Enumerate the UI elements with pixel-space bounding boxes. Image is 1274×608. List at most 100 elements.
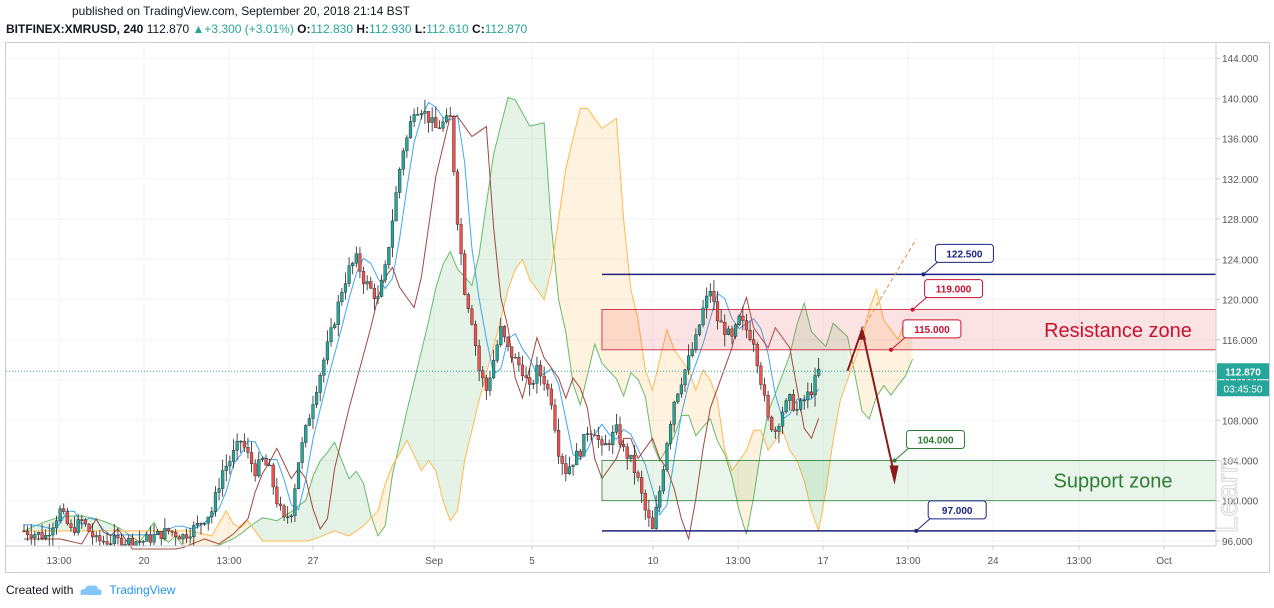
candle-body bbox=[203, 523, 207, 525]
candle-body bbox=[148, 534, 153, 543]
candle-body bbox=[101, 540, 106, 543]
candle-body bbox=[719, 320, 723, 323]
cloud-segment bbox=[464, 276, 472, 461]
level-104-box bbox=[906, 429, 966, 449]
cloud-segment bbox=[269, 519, 277, 541]
symbol-name[interactable]: BITFINEX:XMRUSD, 240 bbox=[6, 22, 144, 36]
candle-body bbox=[177, 536, 181, 540]
candle-body bbox=[585, 433, 590, 435]
candle-body bbox=[282, 505, 286, 518]
level-104-point bbox=[892, 458, 897, 463]
candle-body bbox=[614, 424, 618, 433]
annotations: 122.500 119.000 115.000 104.000 97.000 Resist… bbox=[888, 243, 1192, 533]
candle-body bbox=[809, 391, 814, 396]
price-tick-label: 140.000 bbox=[1222, 94, 1259, 105]
cloud-segment bbox=[197, 532, 205, 546]
close-label: C: bbox=[472, 22, 485, 36]
candle-body bbox=[679, 384, 684, 395]
candle-body bbox=[806, 391, 810, 401]
cloud-segment bbox=[486, 154, 494, 374]
candle-body bbox=[354, 253, 358, 264]
cloud-segment bbox=[666, 329, 675, 449]
candle-body bbox=[506, 336, 510, 347]
cloud-segment bbox=[652, 359, 660, 461]
candle-body bbox=[91, 531, 95, 538]
cloud-segment bbox=[638, 319, 646, 397]
candle-body bbox=[29, 534, 33, 538]
cloud-segment bbox=[522, 112, 530, 280]
cloud-segment bbox=[840, 330, 848, 401]
candle-body bbox=[72, 527, 77, 533]
level-119-point bbox=[910, 307, 915, 312]
candle-body bbox=[98, 535, 102, 542]
time-tick-label: 17 bbox=[817, 556, 829, 567]
cloud-segment bbox=[573, 108, 581, 405]
candle-body bbox=[33, 534, 37, 538]
level-122-box bbox=[934, 243, 994, 263]
candle-body bbox=[213, 492, 218, 512]
candle-body bbox=[701, 307, 705, 326]
time-tick-label: Oct bbox=[1156, 556, 1172, 567]
candle-body bbox=[134, 541, 138, 547]
candle-body bbox=[441, 121, 445, 129]
candle-body bbox=[672, 401, 676, 425]
price-change: ▲+3.300 (+3.01%) bbox=[192, 22, 294, 36]
candle-body bbox=[365, 281, 369, 285]
candle-body bbox=[242, 440, 246, 448]
cloud-segment bbox=[132, 530, 140, 543]
candle-body bbox=[408, 121, 413, 138]
price-tick-label: 132.000 bbox=[1222, 175, 1259, 186]
candle-body bbox=[524, 375, 528, 378]
low-label: L: bbox=[414, 22, 427, 36]
candle-body bbox=[80, 519, 84, 521]
candle-body bbox=[549, 388, 553, 406]
candle-body bbox=[629, 454, 633, 459]
chart-frame[interactable] bbox=[5, 42, 1270, 573]
candle-body bbox=[358, 253, 362, 272]
price-tick-label: 116.000 bbox=[1222, 336, 1258, 347]
cloud-segment bbox=[226, 510, 234, 542]
arrowhead-down bbox=[889, 465, 899, 485]
level-115-leader bbox=[890, 335, 908, 351]
support-zone bbox=[601, 460, 1217, 502]
price-tick-label: 136.000 bbox=[1222, 135, 1259, 146]
cloud-segment bbox=[854, 339, 863, 412]
candle-body bbox=[343, 283, 348, 293]
candle-body bbox=[744, 320, 749, 331]
cloud-segment bbox=[515, 99, 523, 270]
candle-body bbox=[499, 326, 503, 346]
time-tick-label: 27 bbox=[307, 556, 319, 567]
candle-body bbox=[517, 356, 521, 366]
footer: Created with TradingView bbox=[6, 583, 175, 597]
cloud-segment bbox=[825, 323, 834, 491]
candle-body bbox=[228, 461, 232, 467]
cloud-segment bbox=[565, 138, 574, 384]
resistance-zone-label: Resistance zone bbox=[1044, 320, 1192, 342]
cloud-segment bbox=[450, 251, 458, 521]
cloud-segment bbox=[746, 430, 754, 535]
candle-body bbox=[47, 534, 51, 537]
cloud-segment bbox=[276, 515, 285, 541]
candle-body bbox=[87, 523, 91, 532]
candle-body bbox=[347, 265, 351, 284]
candle-body bbox=[109, 543, 113, 545]
price-tick-label: 100.000 bbox=[1222, 497, 1259, 508]
cloud-segment bbox=[31, 524, 39, 531]
candle-body bbox=[152, 534, 156, 543]
candle-body bbox=[589, 433, 593, 436]
candle-body bbox=[221, 470, 225, 489]
tradingview-brand[interactable]: TradingView bbox=[109, 583, 176, 597]
candle-body bbox=[759, 365, 763, 385]
candle-body bbox=[607, 443, 611, 446]
level-115-text: 115.000 bbox=[914, 325, 950, 336]
candle-body bbox=[65, 511, 69, 524]
cloud-segment bbox=[818, 339, 826, 531]
cloud-segment bbox=[428, 287, 436, 471]
candle-body bbox=[795, 409, 799, 411]
candle-body bbox=[741, 315, 745, 321]
time-tick-label: 13:00 bbox=[1066, 556, 1091, 567]
level-97-text: 97.000 bbox=[942, 506, 973, 517]
time-tick-label: 13:00 bbox=[725, 556, 750, 567]
candle-body bbox=[784, 400, 788, 413]
